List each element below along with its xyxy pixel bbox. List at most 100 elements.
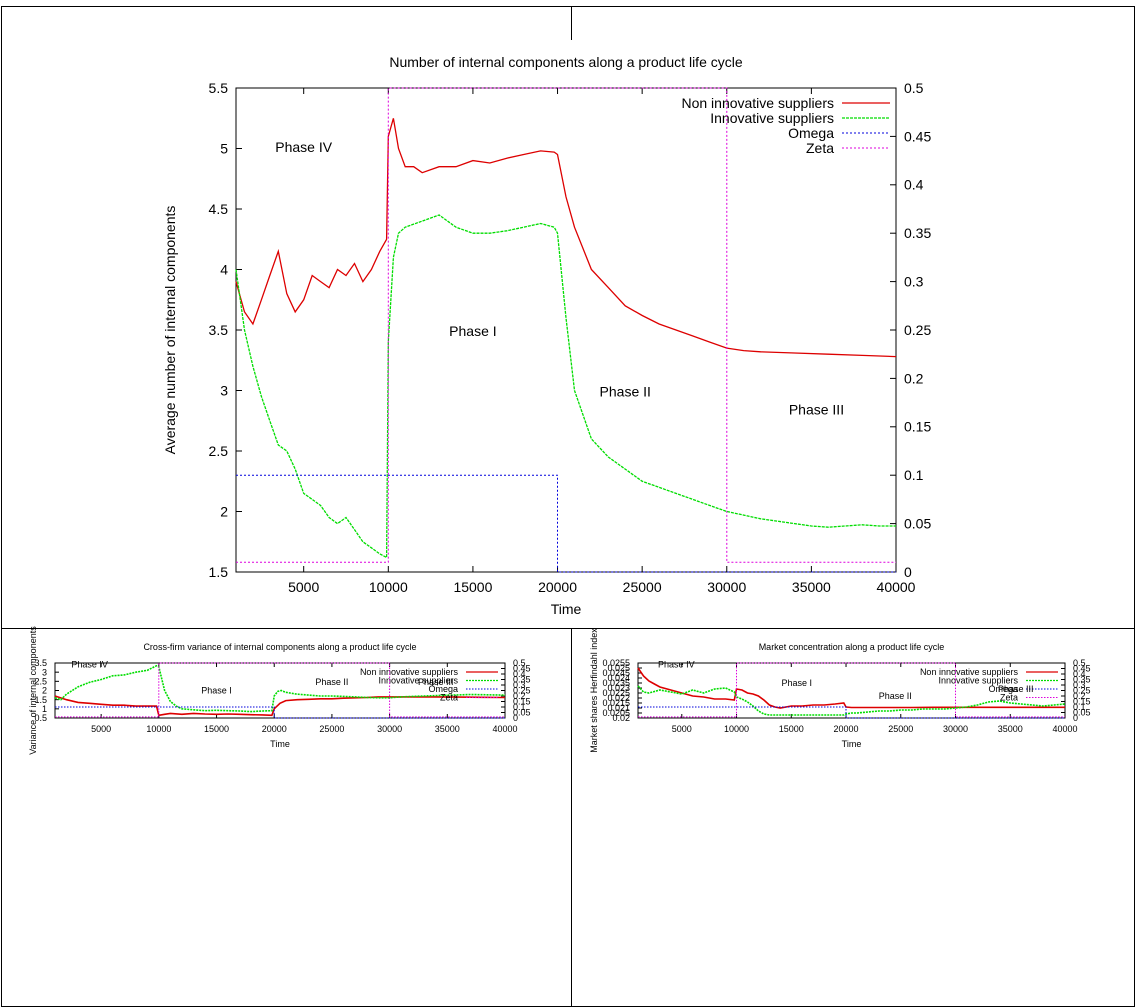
y2-tick-label-0-3: 0.15 — [904, 419, 931, 435]
y2-tick-label-2-0: 0 — [1073, 713, 1078, 723]
legend-label-1-2: Omega — [428, 684, 458, 694]
y2-tick-label-2-9: 0.45 — [1073, 664, 1091, 674]
y-tick-label-1-6: 3.5 — [34, 658, 47, 668]
phase-label-1-1: Phase I — [201, 685, 232, 695]
chart-title-2: Market concentration along a product lif… — [759, 642, 945, 652]
y-tick-label-2-5: 0.0225 — [602, 688, 630, 698]
y2-tick-label-2-4: 0.2 — [1073, 691, 1086, 701]
y-tick-label-0-8: 5.5 — [209, 80, 229, 96]
y-tick-label-2-11: 0.0255 — [602, 658, 630, 668]
phase-label-1-2: Phase II — [315, 677, 348, 687]
x-tick-label-2-4: 25000 — [888, 724, 913, 734]
y2-tick-label-2-7: 0.35 — [1073, 675, 1091, 685]
y-tick-label-0-3: 3 — [220, 382, 228, 398]
chart-1: Cross-firm variance of internal componen… — [28, 626, 531, 755]
x-tick-label-1-0: 5000 — [91, 724, 111, 734]
series-line-0-3 — [236, 87, 896, 563]
series-line-0-2 — [236, 474, 896, 573]
y2-tick-label-0-5: 0.25 — [904, 322, 931, 338]
y-tick-label-1-4: 2.5 — [34, 676, 47, 686]
y-axis-label-2: Market shares Herfindahl index — [589, 628, 599, 753]
phase-label-1-3: Phase III — [418, 677, 454, 687]
y-tick-label-1-5: 3 — [42, 667, 47, 677]
x-tick-label-2-1: 10000 — [724, 724, 749, 734]
y-tick-label-1-1: 1 — [42, 704, 47, 714]
y-tick-label-2-4: 0.022 — [607, 693, 630, 703]
legend-label-0-3: Zeta — [806, 140, 834, 156]
legend-label-1-1: Innovative suppliers — [378, 676, 458, 686]
plot-area-0 — [235, 87, 897, 573]
y2-tick-label-1-8: 0.4 — [513, 669, 526, 679]
legend-label-0-2: Omega — [788, 125, 834, 141]
phase-label-0-2: Phase II — [600, 384, 651, 400]
chart-title-1: Cross-firm variance of internal componen… — [143, 642, 416, 652]
y-tick-label-0-1: 2 — [220, 503, 228, 519]
panel-frame-bottom-left — [1, 628, 572, 1007]
series-line-0-1 — [235, 214, 896, 559]
series-line-1-1 — [54, 664, 506, 713]
y2-tick-label-1-0: 0 — [513, 713, 518, 723]
phase-label-1-0: Phase IV — [71, 660, 108, 670]
y2-tick-label-0-7: 0.35 — [904, 225, 931, 241]
x-tick-label-1-4: 25000 — [319, 724, 344, 734]
y-tick-label-2-1: 0.0205 — [602, 708, 630, 718]
x-tick-label-0-1: 10000 — [369, 579, 408, 595]
phase-label-0-1: Phase I — [449, 323, 496, 339]
x-tick-label-0-5: 30000 — [707, 579, 746, 595]
series-line-2-3 — [638, 662, 1065, 718]
y-tick-label-2-6: 0.023 — [607, 683, 630, 693]
x-tick-label-2-0: 5000 — [672, 724, 692, 734]
y2-tick-label-2-3: 0.15 — [1073, 697, 1091, 707]
phase-label-2-3: Phase III — [998, 684, 1034, 694]
y2-tick-label-1-10: 0.5 — [513, 658, 526, 668]
y2-tick-label-1-3: 0.15 — [513, 697, 531, 707]
phase-label-0-3: Phase III — [789, 402, 844, 418]
x-tick-label-1-3: 20000 — [262, 724, 287, 734]
y2-tick-label-0-6: 0.3 — [904, 274, 924, 290]
x-tick-label-1-6: 35000 — [435, 724, 460, 734]
series-line-0-0 — [235, 118, 897, 358]
panel-frame-bottom-right — [571, 628, 1135, 1007]
legend-label-1-3: Zeta — [440, 693, 458, 703]
y2-tick-label-1-1: 0.05 — [513, 708, 531, 718]
y-tick-label-2-7: 0.0235 — [602, 678, 630, 688]
series-line-1-0 — [54, 695, 506, 717]
y2-tick-label-0-1: 0.05 — [904, 516, 931, 532]
legend-label-2-0: Non innovative suppliers — [920, 667, 1019, 677]
y2-tick-label-2-8: 0.4 — [1073, 669, 1086, 679]
y-tick-label-2-3: 0.0215 — [602, 698, 630, 708]
x-axis-label-2: Time — [842, 739, 862, 749]
y-tick-label-1-0: 0.5 — [34, 713, 47, 723]
y2-tick-label-1-7: 0.35 — [513, 675, 531, 685]
x-tick-label-0-7: 40000 — [877, 579, 916, 595]
y2-tick-label-2-5: 0.25 — [1073, 686, 1091, 696]
series-line-2-2 — [638, 706, 1065, 719]
x-tick-label-2-7: 40000 — [1052, 724, 1077, 734]
x-tick-label-1-5: 30000 — [377, 724, 402, 734]
x-tick-label-0-0: 5000 — [288, 579, 319, 595]
y2-tick-label-2-1: 0.05 — [1073, 708, 1091, 718]
x-tick-label-1-2: 15000 — [204, 724, 229, 734]
x-tick-label-1-7: 40000 — [492, 724, 517, 734]
series-line-2-1 — [637, 685, 1066, 716]
y-tick-label-0-5: 4 — [220, 261, 228, 277]
y2-tick-label-0-2: 0.1 — [904, 467, 924, 483]
legend-label-0-1: Innovative suppliers — [710, 110, 834, 126]
y2-tick-label-2-6: 0.3 — [1073, 680, 1086, 690]
series-line-1-3 — [55, 662, 505, 718]
chart-0: Number of internal components along a pr… — [162, 54, 931, 617]
y-tick-label-2-0: 0.02 — [612, 713, 630, 723]
x-tick-label-0-6: 35000 — [792, 579, 831, 595]
x-tick-label-1-1: 10000 — [146, 724, 171, 734]
y2-tick-label-2-10: 0.5 — [1073, 658, 1086, 668]
legend-label-1-0: Non innovative suppliers — [360, 667, 459, 677]
phase-label-2-2: Phase II — [879, 691, 912, 701]
x-tick-label-2-5: 30000 — [943, 724, 968, 734]
y-tick-label-1-3: 2 — [42, 686, 47, 696]
y-tick-label-0-4: 3.5 — [209, 322, 229, 338]
chart-title-0: Number of internal components along a pr… — [389, 54, 743, 70]
chart-2: Market concentration along a product lif… — [589, 628, 1091, 753]
y2-tick-label-0-10: 0.5 — [904, 80, 924, 96]
legend-label-2-3: Zeta — [1000, 693, 1018, 703]
